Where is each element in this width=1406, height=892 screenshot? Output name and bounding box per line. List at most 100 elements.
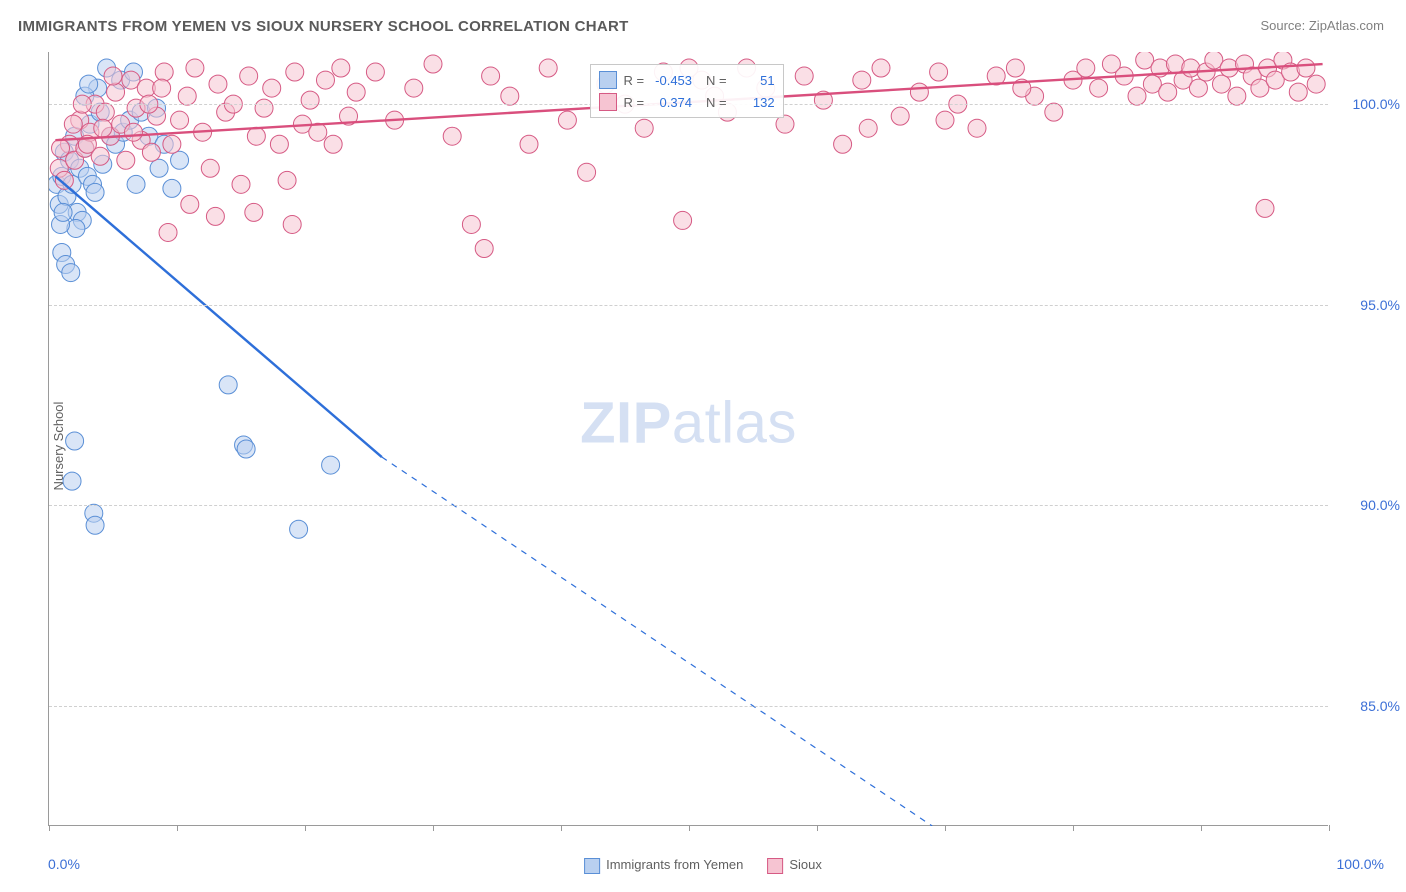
x-tick (177, 825, 178, 831)
trend-line-dashed (382, 457, 932, 826)
r-value: 0.374 (650, 95, 692, 110)
scatter-point (247, 127, 265, 145)
scatter-point (178, 87, 196, 105)
x-tick (305, 825, 306, 831)
scatter-point (107, 83, 125, 101)
scatter-point (80, 75, 98, 93)
legend-swatch (767, 858, 783, 874)
scatter-point (63, 472, 81, 490)
x-tick (433, 825, 434, 831)
scatter-point (64, 115, 82, 133)
scatter-point (501, 87, 519, 105)
x-tick (817, 825, 818, 831)
legend-swatch (599, 93, 617, 111)
scatter-point (290, 520, 308, 538)
scatter-point (206, 207, 224, 225)
legend-label: Immigrants from Yemen (606, 857, 743, 872)
scatter-point (424, 55, 442, 73)
scatter-point (366, 63, 384, 81)
scatter-point (94, 119, 112, 137)
scatter-point (1128, 87, 1146, 105)
n-label: N = (706, 95, 727, 110)
x-tick (689, 825, 690, 831)
scatter-point (54, 203, 72, 221)
scatter-point (171, 111, 189, 129)
scatter-point (1189, 79, 1207, 97)
scatter-point (1077, 59, 1095, 77)
scatter-point (853, 71, 871, 89)
scatter-point (283, 215, 301, 233)
scatter-point (1090, 79, 1108, 97)
scatter-point (127, 175, 145, 193)
chart-title: IMMIGRANTS FROM YEMEN VS SIOUX NURSERY S… (18, 18, 629, 35)
scatter-point (1212, 75, 1230, 93)
stat-row: R = 0.374 N = 132 (599, 91, 774, 113)
scatter-point (163, 179, 181, 197)
scatter-point (237, 440, 255, 458)
scatter-point (86, 183, 104, 201)
scatter-point (1228, 87, 1246, 105)
x-axis-max-label: 100.0% (1337, 856, 1384, 872)
scatter-point (674, 211, 692, 229)
scatter-point (1159, 83, 1177, 101)
scatter-point (1045, 103, 1063, 121)
scatter-point (255, 99, 273, 117)
r-label: R = (623, 95, 644, 110)
source-link[interactable]: ZipAtlas.com (1309, 18, 1384, 33)
scatter-point (635, 119, 653, 137)
x-tick (1073, 825, 1074, 831)
gridline-h (49, 305, 1328, 306)
scatter-point (539, 59, 557, 77)
y-tick-label: 90.0% (1360, 497, 1400, 513)
scatter-point (910, 83, 928, 101)
n-value: 51 (733, 73, 775, 88)
source-attribution: Source: ZipAtlas.com (1260, 18, 1384, 33)
scatter-point (332, 59, 350, 77)
scatter-point (872, 59, 890, 77)
scatter-point (891, 107, 909, 125)
y-tick-label: 100.0% (1353, 96, 1400, 112)
scatter-point (181, 195, 199, 213)
scatter-point (201, 159, 219, 177)
scatter-point (171, 151, 189, 169)
x-tick (49, 825, 50, 831)
scatter-point (1307, 75, 1325, 93)
scatter-point (186, 59, 204, 77)
scatter-point (86, 516, 104, 534)
scatter-point (936, 111, 954, 129)
scatter-point (62, 264, 80, 282)
scatter-point (209, 75, 227, 93)
x-tick (1329, 825, 1330, 831)
gridline-h (49, 505, 1328, 506)
scatter-point (795, 67, 813, 85)
scatter-point (558, 111, 576, 129)
scatter-point (1006, 59, 1024, 77)
scatter-point (150, 159, 168, 177)
scatter-point (301, 91, 319, 109)
n-label: N = (706, 73, 727, 88)
scatter-point (153, 79, 171, 97)
scatter-point (55, 171, 73, 189)
scatter-point (520, 135, 538, 153)
legend-item: Immigrants from Yemen (584, 857, 743, 874)
source-prefix: Source: (1260, 18, 1308, 33)
scatter-point (142, 143, 160, 161)
x-tick (561, 825, 562, 831)
legend-swatch (599, 71, 617, 89)
scatter-point (104, 67, 122, 85)
scatter-point (163, 135, 181, 153)
y-tick-label: 95.0% (1360, 297, 1400, 313)
scatter-point (324, 135, 342, 153)
scatter-point (443, 127, 461, 145)
scatter-point (859, 119, 877, 137)
scatter-point (245, 203, 263, 221)
scatter-point (232, 175, 250, 193)
scatter-point (316, 71, 334, 89)
scatter-point (578, 163, 596, 181)
scatter-point (159, 223, 177, 241)
legend-swatch (584, 858, 600, 874)
scatter-point (482, 67, 500, 85)
scatter-point (1256, 199, 1274, 217)
scatter-point (117, 151, 135, 169)
n-value: 132 (733, 95, 775, 110)
